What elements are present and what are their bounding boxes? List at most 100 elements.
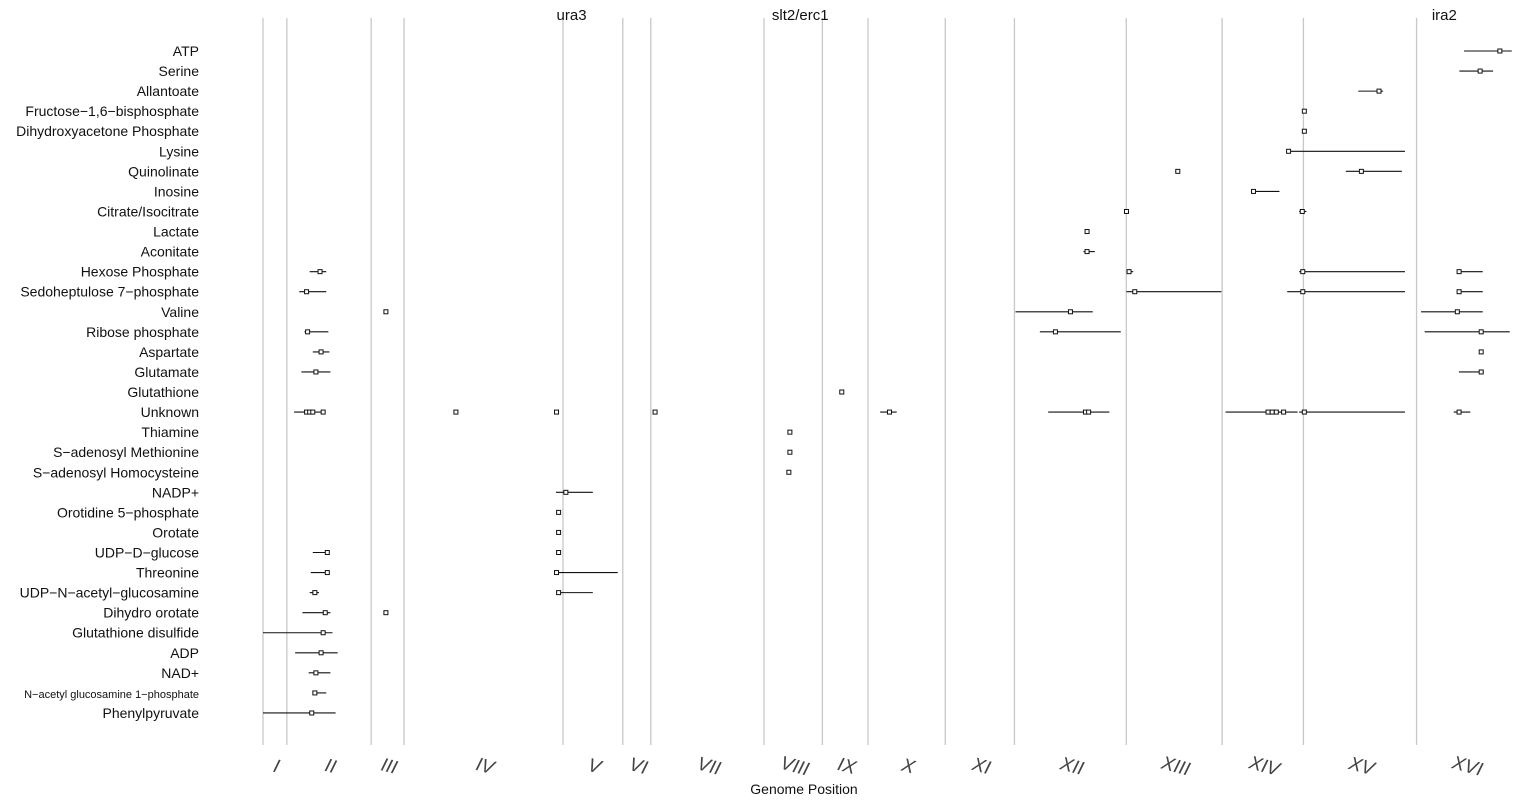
qtl-point bbox=[1281, 409, 1287, 415]
metabolite-label: UDP−D−glucose bbox=[95, 545, 199, 561]
qtl-point bbox=[310, 409, 316, 415]
qtl-point bbox=[652, 409, 658, 415]
qtl-point bbox=[787, 429, 793, 435]
metabolite-label: NADP+ bbox=[152, 484, 199, 500]
qtl-point bbox=[322, 610, 328, 616]
qtl-point bbox=[1358, 168, 1364, 174]
qtl-point bbox=[312, 590, 318, 596]
metabolite-label: Fructose−1,6−bisphosphate bbox=[25, 103, 199, 119]
qtl-points bbox=[304, 48, 1503, 716]
qtl-point bbox=[554, 570, 560, 576]
metabolite-label: Glutamate bbox=[134, 364, 199, 380]
qtl-point bbox=[1265, 409, 1271, 415]
metabolite-label: ATP bbox=[173, 43, 199, 59]
qtl-point bbox=[1301, 409, 1307, 415]
qtl-point bbox=[1454, 309, 1460, 315]
metabolite-label: Hexose Phosphate bbox=[81, 264, 200, 280]
qtl-point bbox=[312, 690, 318, 696]
metabolite-label: Allantoate bbox=[137, 83, 199, 99]
metabolite-label: N−acetyl glucosamine 1−phosphate bbox=[24, 689, 199, 701]
metabolite-label: NAD+ bbox=[161, 665, 199, 681]
chromosome-label: V bbox=[585, 755, 605, 779]
qtl-point bbox=[1084, 229, 1090, 235]
metabolite-label: Aspartate bbox=[139, 344, 199, 360]
metabolite-label: Dihydro orotate bbox=[103, 605, 199, 621]
qtl-point bbox=[305, 329, 311, 335]
qtl-point bbox=[383, 309, 389, 315]
qtl-point bbox=[1456, 289, 1462, 295]
qtl-point bbox=[556, 550, 562, 555]
qtl-point bbox=[563, 489, 569, 495]
confidence-intervals bbox=[263, 50, 1512, 714]
metabolite-label: Threonine bbox=[136, 565, 199, 581]
metabolite-label: Quinolinate bbox=[128, 163, 199, 179]
metabolite-label: Glutathione disulfide bbox=[72, 625, 199, 641]
metabolite-label: Orotidine 5−phosphate bbox=[57, 504, 199, 520]
chromosome-label: XV bbox=[1345, 753, 1378, 781]
qtl-point bbox=[320, 630, 326, 636]
qtl-point bbox=[1251, 188, 1257, 194]
qtl-point bbox=[318, 650, 324, 656]
qtl-point bbox=[839, 389, 845, 395]
qtl-point bbox=[556, 509, 562, 515]
metabolite-label: Unknown bbox=[141, 404, 199, 420]
qtl-point bbox=[1478, 369, 1484, 375]
chromosome-boundaries bbox=[262, 18, 1418, 745]
qtl-point bbox=[318, 349, 324, 355]
metabolite-label: Dihydroxyacetone Phosphate bbox=[16, 123, 199, 139]
qtl-point bbox=[1301, 128, 1307, 134]
qtl-point bbox=[1478, 329, 1484, 335]
chromosome-label: X bbox=[898, 755, 918, 779]
qtl-point bbox=[1301, 108, 1307, 114]
metabolite-label: Glutathione bbox=[127, 384, 199, 400]
qtl-point bbox=[1477, 68, 1483, 74]
qtl-point bbox=[554, 409, 560, 415]
metabolite-label: Valine bbox=[161, 304, 199, 320]
gene-labels: ura3 slt2/erc1 ira2 bbox=[557, 7, 1457, 24]
chromosome-label: XIV bbox=[1246, 752, 1284, 781]
qtl-point bbox=[1497, 48, 1503, 54]
qtl-point bbox=[1084, 249, 1090, 255]
chromosome-label: XII bbox=[1057, 753, 1087, 780]
qtl-point bbox=[1273, 409, 1279, 415]
gene-label: ira2 bbox=[1432, 7, 1457, 24]
metabolite-label: Lactate bbox=[153, 224, 199, 240]
metabolite-label: ADP bbox=[170, 645, 199, 661]
qtl-point bbox=[324, 570, 330, 576]
metabolite-label: Ribose phosphate bbox=[86, 324, 199, 340]
qtl-point bbox=[1086, 409, 1092, 415]
chromosome-label: VI bbox=[627, 754, 650, 779]
chromosome-label: VIII bbox=[778, 753, 812, 781]
qtl-point bbox=[324, 550, 330, 555]
metabolite-label: Citrate/Isocitrate bbox=[97, 203, 199, 219]
qtl-point bbox=[313, 369, 319, 375]
qtl-point bbox=[313, 670, 319, 676]
metabolite-label: Phenylpyruvate bbox=[102, 705, 199, 721]
qtl-point bbox=[320, 409, 326, 415]
qtl-point bbox=[453, 409, 459, 415]
qtl-point bbox=[1376, 88, 1382, 94]
qtl-point bbox=[1299, 208, 1305, 214]
metabolite-label: Serine bbox=[159, 63, 200, 79]
qtl-point bbox=[1132, 289, 1138, 295]
qtl-point bbox=[1052, 329, 1058, 335]
qtl-point bbox=[1123, 208, 1129, 214]
qtl-point bbox=[1126, 269, 1132, 275]
chromosome-label: IX bbox=[835, 754, 859, 779]
metabolite-label: Thiamine bbox=[141, 424, 199, 440]
qtl-point bbox=[1067, 309, 1073, 315]
chromosome-label: XVI bbox=[1449, 752, 1486, 781]
gene-label: ura3 bbox=[557, 7, 587, 24]
metabolite-label: Inosine bbox=[154, 183, 199, 199]
qtl-point bbox=[317, 269, 323, 275]
qtl-point bbox=[1300, 289, 1306, 295]
chromosome-label: XIII bbox=[1158, 753, 1193, 781]
chromosome-label: IV bbox=[474, 754, 499, 780]
qtl-point bbox=[1456, 409, 1462, 415]
qtl-point bbox=[1456, 269, 1462, 275]
gene-label: slt2/erc1 bbox=[772, 7, 829, 24]
qtl-point bbox=[1478, 349, 1484, 355]
metabolite-label: UDP−N−acetyl−glucosamine bbox=[20, 585, 200, 601]
chromosome-label: I bbox=[271, 756, 282, 778]
